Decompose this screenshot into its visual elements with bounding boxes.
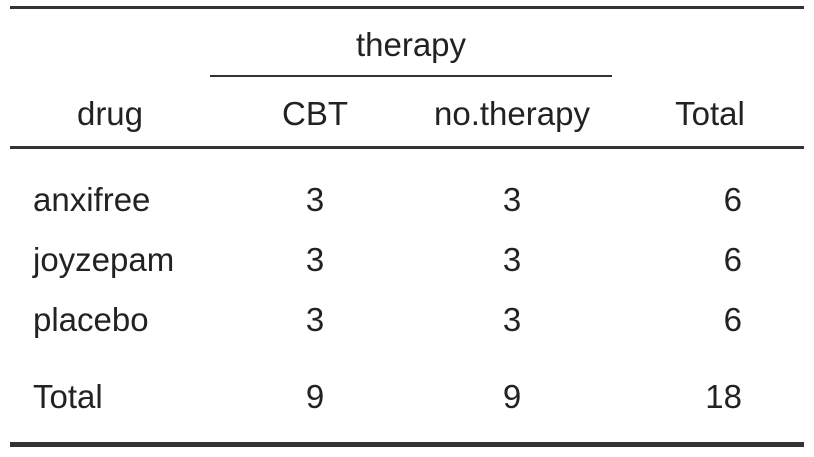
cell-no-therapy: 3 (502, 181, 522, 218)
row-label: joyzepam (33, 241, 175, 278)
totals-total: 18 (705, 378, 742, 415)
column-header-drug: drug (76, 95, 144, 132)
spanner-underline (210, 75, 612, 77)
column-header-cbt: CBT (282, 95, 348, 132)
cell-cbt: 3 (305, 181, 325, 218)
cell-total: 6 (723, 181, 742, 218)
row-label: anxifree (33, 181, 151, 218)
totals-cbt: 9 (305, 378, 325, 415)
cell-total: 6 (723, 241, 742, 278)
cell-no-therapy: 3 (502, 301, 522, 338)
column-header-total: Total (675, 95, 745, 132)
totals-no-therapy: 9 (502, 378, 522, 415)
cell-cbt: 3 (305, 241, 325, 278)
cell-no-therapy: 3 (502, 241, 522, 278)
top-rule (10, 6, 804, 9)
column-header-no-therapy: no.therapy (434, 95, 590, 132)
totals-row-label: Total (33, 378, 103, 415)
cell-total: 6 (723, 301, 742, 338)
crosstab-table: therapy drug CBT no.therapy Total anxifr… (10, 0, 804, 457)
row-label: placebo (33, 301, 149, 338)
bottom-rule (10, 442, 804, 447)
cell-cbt: 3 (305, 301, 325, 338)
spanner-header-therapy: therapy (355, 26, 467, 63)
header-rule (10, 146, 804, 149)
